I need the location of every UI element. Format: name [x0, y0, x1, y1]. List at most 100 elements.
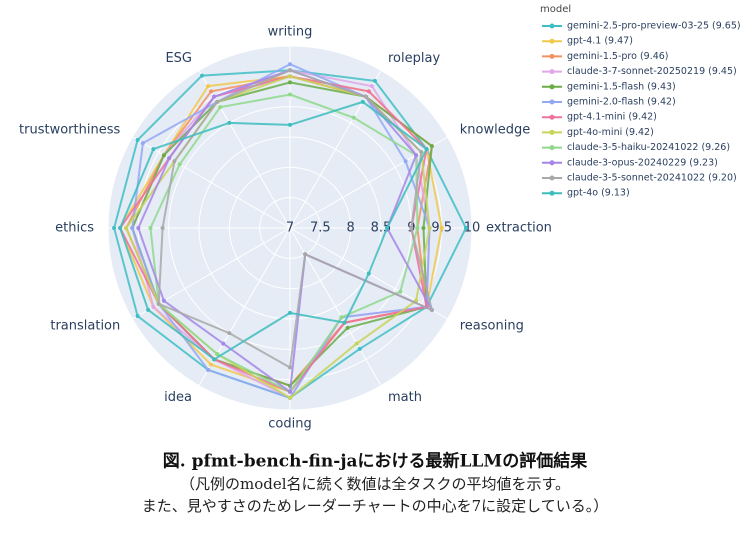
- data-point: [209, 89, 214, 94]
- data-point: [221, 341, 226, 346]
- series: [118, 99, 429, 362]
- data-point: [156, 301, 161, 306]
- legend-item[interactable]: claude-3-5-sonnet-20241022 (9.20): [542, 173, 737, 184]
- data-point: [360, 99, 365, 104]
- data-point: [177, 162, 182, 167]
- legend-item[interactable]: gpt-4o-mini (9.42): [542, 127, 654, 138]
- data-point: [288, 395, 292, 400]
- data-point: [288, 92, 292, 97]
- data-point: [288, 68, 292, 73]
- data-point: [151, 304, 156, 309]
- axis-label: roleplay: [388, 51, 440, 66]
- data-point: [124, 226, 129, 230]
- data-point: [439, 226, 444, 230]
- data-point: [403, 159, 408, 164]
- data-point: [130, 226, 135, 230]
- legend-label: gemini-1.5-flash (9.43): [567, 81, 676, 92]
- legend-label: gpt-4o (9.13): [567, 188, 630, 199]
- legend-marker: [549, 190, 555, 196]
- legend-item[interactable]: gemini-2.5-pro-preview-03-25 (9.65): [542, 21, 741, 32]
- legend-marker: [549, 69, 555, 75]
- data-point: [424, 147, 429, 152]
- legend-title: model: [540, 4, 571, 15]
- data-point: [172, 159, 177, 164]
- axis-label: ethics: [55, 221, 94, 236]
- data-point: [167, 156, 172, 161]
- data-point: [351, 115, 356, 120]
- axis-label: idea: [164, 390, 192, 405]
- legend-label: gemini-2.0-flash (9.42): [567, 97, 676, 108]
- data-point: [342, 320, 347, 325]
- legend-item[interactable]: gpt-4.1 (9.47): [542, 36, 633, 47]
- legend-item[interactable]: claude-3-7-sonnet-20250219 (9.45): [542, 66, 737, 77]
- caption-line: （凡例のmodel名に続く数値は全タスクの平均値を示す。: [180, 475, 570, 493]
- data-point: [288, 74, 292, 79]
- axis-label: writing: [268, 25, 313, 40]
- data-point: [366, 271, 371, 276]
- radial-tick-label: 8: [347, 221, 355, 236]
- legend-label: claude-3-opus-20240229 (9.23): [567, 157, 718, 168]
- legend-marker: [549, 53, 555, 59]
- data-point: [385, 226, 390, 230]
- data-point: [161, 298, 166, 303]
- data-point: [148, 226, 153, 230]
- axis-label: translation: [50, 319, 120, 334]
- legend-item[interactable]: claude-3-5-haiku-20241022 (9.26): [542, 142, 730, 153]
- legend-label: claude-3-5-haiku-20241022 (9.26): [567, 142, 730, 153]
- data-point: [112, 226, 117, 230]
- data-point: [136, 226, 141, 230]
- axis-label: trustworthiness: [19, 123, 120, 138]
- legend-item[interactable]: claude-3-opus-20240229 (9.23): [542, 157, 718, 168]
- axis-label: knowledge: [460, 123, 530, 138]
- legend-label: gpt-4.1-mini (9.42): [567, 112, 657, 123]
- data-point: [209, 362, 214, 367]
- legend-label: claude-3-5-sonnet-20241022 (9.20): [567, 173, 737, 184]
- axis-label: coding: [268, 417, 311, 432]
- legend-item[interactable]: gpt-4.1-mini (9.42): [542, 112, 657, 123]
- data-point: [118, 226, 123, 230]
- legend-item[interactable]: gemini-1.5-pro (9.46): [542, 51, 669, 62]
- data-point: [369, 84, 374, 89]
- legend-label: gemini-1.5-pro (9.46): [567, 51, 669, 62]
- axis-label: math: [388, 390, 422, 405]
- data-point: [227, 120, 232, 125]
- data-point: [135, 313, 140, 318]
- data-point: [429, 144, 434, 149]
- data-point: [288, 310, 292, 315]
- legend-marker: [549, 175, 555, 181]
- data-point: [140, 141, 145, 146]
- data-point: [288, 62, 292, 67]
- legend-item[interactable]: gpt-4o (9.13): [542, 188, 630, 199]
- radial-tick-label: 7: [286, 221, 294, 236]
- legend-label: gemini-2.5-pro-preview-03-25 (9.65): [567, 21, 741, 32]
- data-point: [212, 94, 217, 99]
- data-point: [288, 365, 292, 370]
- data-point: [357, 346, 362, 351]
- legend-marker: [549, 99, 555, 105]
- data-point: [415, 226, 420, 230]
- axis-label: ESG: [165, 51, 192, 66]
- data-point: [366, 89, 371, 94]
- data-point: [215, 99, 220, 104]
- data-point: [372, 78, 377, 83]
- legend-marker: [549, 145, 555, 151]
- data-point: [414, 153, 419, 158]
- series: [156, 68, 434, 370]
- data-point: [227, 331, 232, 336]
- legend-item[interactable]: gemini-2.0-flash (9.42): [542, 97, 676, 108]
- data-point: [409, 226, 414, 230]
- data-point: [427, 226, 432, 230]
- data-point: [200, 73, 205, 78]
- caption-line: また、見やすさのためレーダーチャートの中心を7に設定している。）: [142, 497, 608, 515]
- legend-item[interactable]: gemini-1.5-flash (9.43): [542, 81, 676, 92]
- radial-tick-label: 10: [464, 221, 481, 236]
- data-point: [421, 226, 426, 230]
- data-point: [218, 105, 223, 110]
- data-point: [339, 315, 344, 320]
- spoke: [132, 136, 291, 229]
- legend-label: claude-3-7-sonnet-20250219 (9.45): [567, 66, 737, 77]
- data-point: [303, 252, 308, 257]
- legend-marker: [549, 129, 555, 135]
